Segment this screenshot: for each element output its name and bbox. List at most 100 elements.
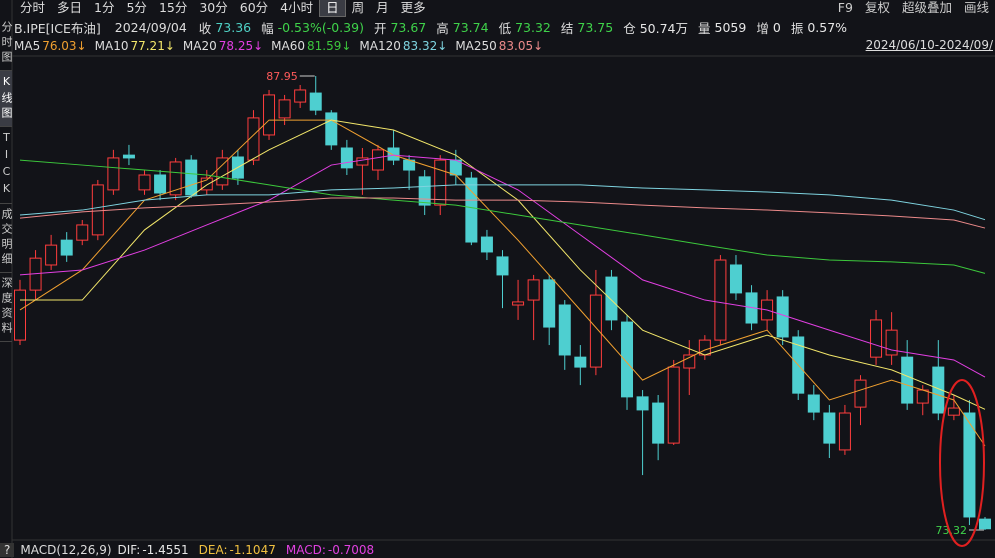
- side-tab[interactable]: TICK: [0, 127, 13, 204]
- ma-value: 81.59↓: [307, 39, 352, 53]
- field-value: 73.67: [390, 19, 427, 35]
- candle-body: [356, 157, 369, 166]
- candle-body: [154, 174, 167, 194]
- candle-body: [838, 412, 851, 451]
- candle-body: [621, 321, 634, 398]
- candle-body: [434, 159, 447, 206]
- field-label: 量: [698, 20, 711, 36]
- candle-body: [714, 259, 727, 341]
- candle-body: [480, 236, 493, 253]
- side-tab[interactable]: 分时图: [0, 17, 13, 71]
- candle-body: [76, 224, 89, 241]
- high-label: 87.95: [266, 70, 298, 83]
- candle-body: [122, 154, 135, 159]
- candle-body: [558, 304, 571, 356]
- candle-body: [605, 276, 618, 321]
- period-button[interactable]: 30分: [199, 0, 228, 15]
- field-label: 低: [498, 20, 512, 36]
- candle-body: [854, 379, 867, 408]
- period-button[interactable]: 更多: [400, 0, 426, 15]
- period-button[interactable]: 1分: [94, 0, 115, 15]
- candle-body: [247, 117, 260, 161]
- macd-label: MACD:: [285, 543, 326, 557]
- quote-header: B.IPE[ICE布油] 2024/09/04 收 73.36 幅 -0.53%(-0…: [14, 18, 857, 36]
- candle-body: [340, 147, 353, 169]
- candle-body: [263, 94, 276, 136]
- side-tab[interactable]: 深度资料: [0, 273, 13, 342]
- period-button[interactable]: 周: [351, 0, 365, 15]
- period-button[interactable]: 月: [376, 0, 389, 15]
- date-range: 2024/06/10-2024/09/: [865, 38, 993, 52]
- help-button[interactable]: ?: [0, 543, 15, 557]
- highlight-circle: [939, 379, 985, 547]
- tool-button[interactable]: 复权: [864, 0, 890, 15]
- field-label: 高: [436, 20, 449, 36]
- sidebar: 分时图 K线图 TICK 成交明细 深度资料: [0, 17, 13, 342]
- period-button[interactable]: 15分: [158, 0, 188, 15]
- macd-label: DEA:: [198, 543, 228, 557]
- period-button[interactable]: 多日: [57, 0, 83, 15]
- candle-body: [60, 239, 73, 256]
- candle-body: [729, 264, 742, 294]
- ma-value: 76.03↓: [42, 39, 87, 53]
- candle-body: [138, 174, 151, 191]
- candle-body: [683, 354, 696, 369]
- candle-body: [387, 147, 400, 161]
- period-button[interactable]: 4小时: [280, 0, 314, 15]
- candle-body: [932, 366, 945, 414]
- macd-label: DIF:: [117, 543, 141, 557]
- candle-body: [185, 159, 198, 196]
- ma-line: [19, 159, 986, 274]
- ma-line: [19, 154, 986, 378]
- candle-body: [527, 279, 540, 301]
- candle-body: [901, 356, 914, 404]
- macd-bar: ? MACD(12,26,9) DIF: -1.4551 DEA: -1.1047 MA…: [0, 542, 384, 558]
- field-label: 振: [790, 20, 804, 36]
- candle-body: [776, 296, 789, 338]
- ma-line: [19, 119, 986, 447]
- field-label: 幅: [261, 20, 274, 36]
- candle-body: [574, 356, 587, 368]
- candle-body: [371, 149, 384, 171]
- side-tab[interactable]: 成交明细: [0, 204, 13, 273]
- candle-body: [667, 366, 680, 444]
- ma-value: 77.21↓: [130, 39, 175, 53]
- ma-value: 83.32↓: [402, 39, 448, 53]
- period-button[interactable]: 分时: [20, 0, 46, 15]
- field-value: -0.53%(-0.39): [277, 19, 364, 35]
- ma-legend: MA5 76.03↓ MA10 77.21↓ MA20 78.25↓ MA60 81.59↓ M…: [14, 38, 551, 54]
- date: 2024/09/04: [114, 19, 187, 35]
- period-button[interactable]: 5分: [126, 0, 147, 15]
- candle-body: [465, 177, 478, 243]
- tool-button[interactable]: F9: [837, 0, 853, 15]
- field-value: 73.74: [452, 19, 489, 35]
- candle-body: [963, 412, 976, 518]
- candle-body: [512, 301, 525, 306]
- candle-body: [107, 157, 120, 191]
- ma-name: MA20: [182, 39, 217, 53]
- candle-body: [91, 184, 104, 236]
- side-tab[interactable]: K线图: [0, 71, 13, 127]
- field-label: 开: [373, 20, 387, 36]
- period-button[interactable]: 60分: [239, 0, 269, 15]
- field-value: 73.75: [577, 19, 614, 35]
- candle-body: [45, 244, 58, 266]
- tool-button[interactable]: 画线: [963, 0, 989, 15]
- field-label: 仓: [623, 20, 636, 36]
- candle-body: [278, 99, 291, 119]
- field-value: 73.32: [515, 19, 551, 35]
- candle-body: [636, 396, 649, 411]
- ma-name: MA250: [455, 39, 497, 53]
- candle-body: [870, 319, 883, 358]
- field-value: 0.57%: [807, 19, 848, 35]
- tool-button[interactable]: 超级叠加: [901, 0, 952, 15]
- field-label: 结: [560, 20, 574, 36]
- period-toolbar: 分时 多日 1分 5分 15分 30分 60分 4小时日周月更多: [14, 0, 432, 17]
- low-label: 73.32: [936, 524, 968, 537]
- macd-value: -1.4551: [142, 543, 189, 557]
- candle-body: [947, 407, 960, 416]
- ma-name: MA5: [14, 39, 41, 53]
- candle-body: [589, 294, 602, 368]
- period-button[interactable]: 日: [319, 0, 346, 17]
